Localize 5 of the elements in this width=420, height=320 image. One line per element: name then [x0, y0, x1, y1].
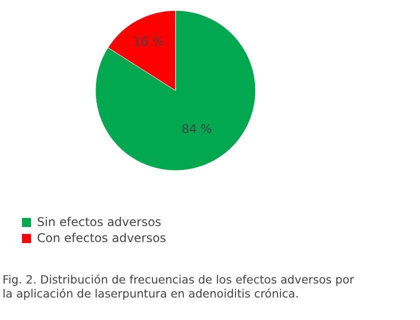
legend-label: Sin efectos adversos	[37, 215, 162, 229]
legend-label: Con efectos adversos	[37, 231, 166, 245]
data-label: 84 %	[181, 122, 212, 136]
caption: Fig. 2. Distribución de frecuencias de los efectos adversos por la aplicación de laserpuntura en adenoiditis crónica.	[2, 272, 354, 300]
data-label: 16 %	[133, 34, 164, 48]
